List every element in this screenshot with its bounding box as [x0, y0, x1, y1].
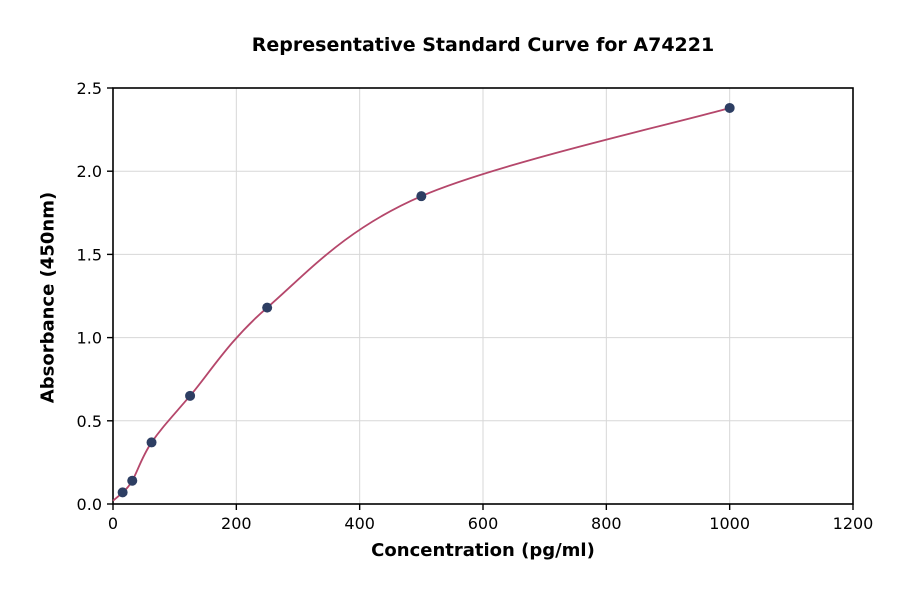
y-tick-label: 1.0	[77, 329, 102, 348]
x-tick-label: 600	[468, 514, 499, 533]
data-point	[117, 487, 128, 498]
y-tick-label: 2.0	[77, 162, 102, 181]
x-tick-label: 1200	[833, 514, 874, 533]
chart-title: Representative Standard Curve for A74221	[251, 34, 715, 56]
y-tick-label: 0.0	[77, 495, 102, 514]
y-tick-label: 0.5	[77, 412, 102, 431]
data-point	[416, 191, 427, 202]
x-tick-label: 0	[108, 514, 118, 533]
y-tick-label: 2.5	[77, 79, 102, 98]
x-tick-label: 800	[591, 514, 622, 533]
x-tick-label: 400	[344, 514, 375, 533]
data-point	[146, 437, 157, 448]
y-axis-label: Absorbance (450nm)	[37, 191, 59, 404]
fit-curve	[112, 107, 730, 502]
y-tick-label: 1.5	[77, 245, 102, 264]
x-tick-label: 200	[221, 514, 252, 533]
data-point	[262, 302, 273, 313]
data-point	[185, 390, 196, 401]
data-point	[724, 102, 735, 113]
data-point	[127, 475, 138, 486]
x-axis-label: Concentration (pg/ml)	[371, 540, 595, 561]
x-tick-label: 1000	[709, 514, 750, 533]
